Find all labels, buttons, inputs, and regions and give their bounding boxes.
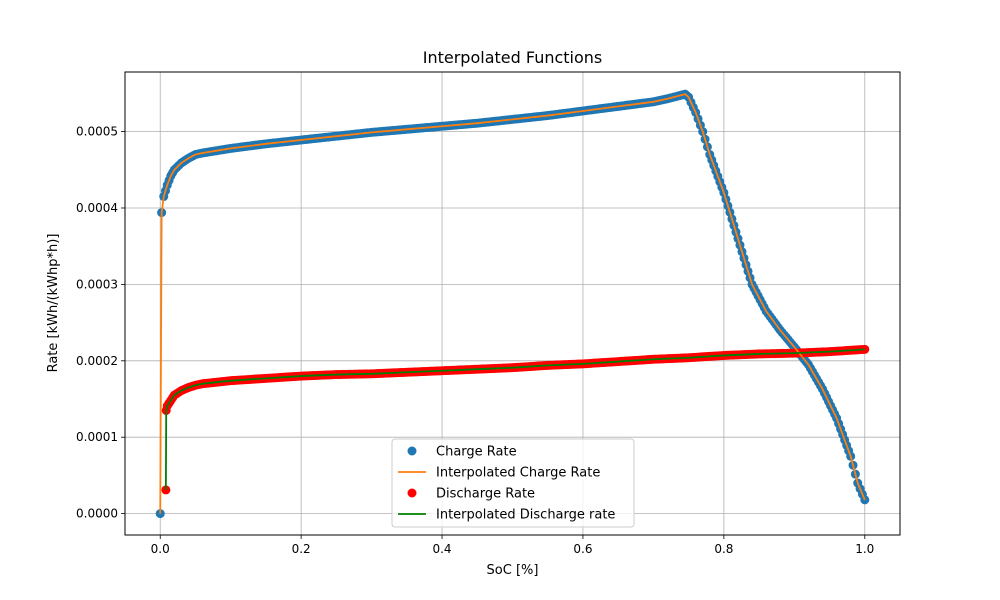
series-layer (155, 89, 870, 519)
x-tick-label: 0.0 (151, 542, 170, 556)
y-tick-label: 0.0001 (76, 430, 118, 444)
x-axis-label: SoC [%] (487, 563, 539, 578)
data-point (161, 485, 171, 495)
legend: Charge Rate Interpolated Charge Rate Disch… (391, 438, 635, 528)
y-tick-label: 0.0000 (76, 507, 118, 521)
y-tick-label: 0.0002 (76, 354, 118, 368)
axis-ticks: 0.0 0.2 0.4 0.6 0.8 1.0 0.0000 0.0001 0.0002 0.00… (76, 125, 874, 556)
data-point (860, 495, 870, 505)
x-tick-label: 0.4 (432, 542, 451, 556)
y-tick-label: 0.0005 (76, 125, 118, 139)
legend-label: Interpolated Discharge rate (436, 508, 615, 523)
y-tick-label: 0.0003 (76, 277, 118, 291)
legend-label: Charge Rate (436, 445, 517, 460)
legend-label: Discharge Rate (436, 487, 535, 502)
series-interpolated-discharge-rate-line (164, 348, 865, 490)
plot-frame (124, 71, 901, 536)
chart-title: Interpolated Functions (423, 48, 603, 67)
legend-marker (407, 446, 417, 456)
x-tick-label: 1.0 (855, 542, 874, 556)
data-point (860, 344, 870, 354)
legend-marker (407, 488, 417, 498)
x-tick-label: 0.2 (292, 542, 311, 556)
legend-box (391, 438, 635, 528)
legend-label: Interpolated Charge Rate (436, 466, 600, 481)
series-interpolated-charge-rate-line (159, 93, 866, 514)
x-tick-label: 0.6 (573, 542, 592, 556)
x-tick-label: 0.8 (714, 542, 733, 556)
grid-lines (125, 72, 900, 535)
y-axis-label: Rate [kWh/(kWhp*h)] (46, 234, 61, 373)
y-tick-label: 0.0004 (76, 201, 118, 215)
